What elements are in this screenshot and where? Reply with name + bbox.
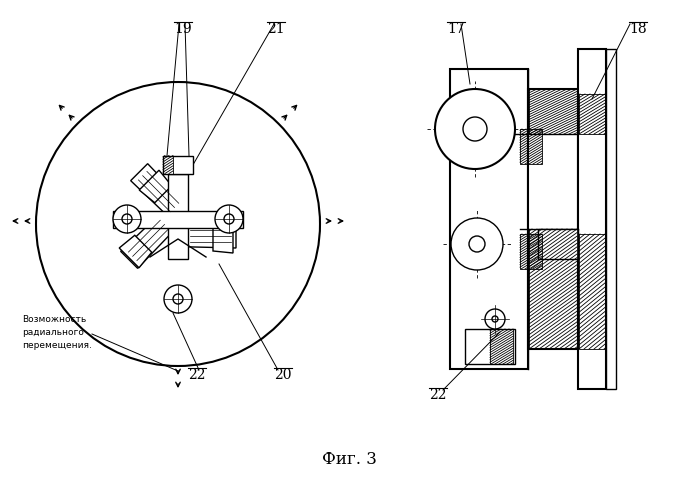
Circle shape (469, 237, 485, 253)
Circle shape (451, 219, 503, 271)
Polygon shape (120, 236, 152, 268)
Polygon shape (139, 171, 172, 203)
Bar (579, 235, 605, 349)
Text: Возможность: Возможность (22, 314, 86, 323)
Bar (450, 70, 528, 369)
Circle shape (36, 83, 320, 366)
Polygon shape (186, 225, 236, 248)
Text: 20: 20 (274, 367, 291, 381)
Bar (520, 235, 542, 270)
Bar (163, 156, 193, 174)
Circle shape (113, 206, 141, 233)
Text: Фиг. 3: Фиг. 3 (322, 451, 377, 468)
Circle shape (164, 286, 192, 313)
Text: перемещения.: перемещения. (22, 340, 92, 349)
Bar (529, 229, 577, 349)
Circle shape (435, 90, 515, 170)
Bar (578, 50, 606, 389)
Text: 18: 18 (629, 22, 647, 36)
Bar (113, 211, 243, 228)
Bar (538, 229, 578, 259)
Bar (465, 329, 515, 364)
Bar (520, 130, 542, 165)
Polygon shape (213, 226, 233, 254)
Circle shape (215, 206, 243, 233)
Text: радиального: радиального (22, 327, 84, 336)
Circle shape (122, 214, 132, 225)
Text: 22: 22 (429, 387, 447, 401)
Bar (529, 90, 577, 135)
Circle shape (492, 317, 498, 322)
Bar (528, 90, 578, 349)
Circle shape (463, 118, 487, 142)
Bar (163, 156, 173, 174)
Bar (490, 329, 513, 364)
Bar (168, 174, 188, 259)
Circle shape (224, 214, 234, 225)
Text: 17: 17 (447, 22, 465, 36)
Circle shape (173, 294, 183, 304)
Polygon shape (131, 165, 185, 219)
Polygon shape (121, 214, 175, 269)
Text: 22: 22 (188, 367, 206, 381)
Bar (606, 50, 616, 389)
Text: 21: 21 (267, 22, 284, 36)
Text: 19: 19 (174, 22, 192, 36)
Circle shape (485, 309, 505, 329)
Bar (579, 95, 605, 135)
